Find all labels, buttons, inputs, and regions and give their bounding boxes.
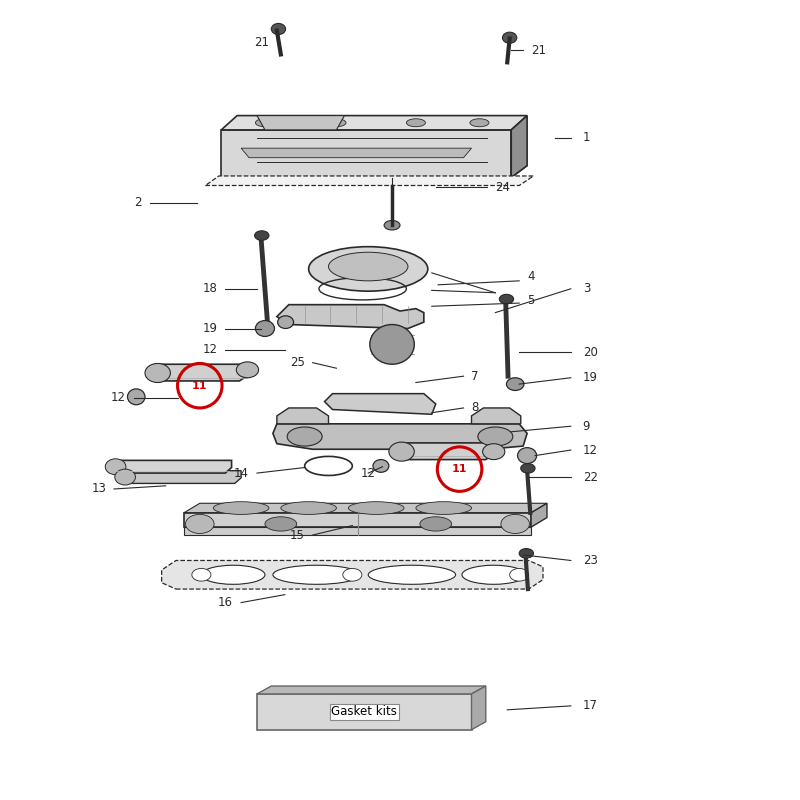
Ellipse shape xyxy=(202,566,265,584)
Ellipse shape xyxy=(106,458,126,474)
Text: 5: 5 xyxy=(527,294,534,307)
Ellipse shape xyxy=(521,463,535,473)
Ellipse shape xyxy=(192,569,211,581)
Ellipse shape xyxy=(281,502,337,514)
Ellipse shape xyxy=(214,502,269,514)
Polygon shape xyxy=(471,408,521,424)
Ellipse shape xyxy=(309,246,428,291)
Ellipse shape xyxy=(273,566,360,584)
Polygon shape xyxy=(184,513,531,527)
Text: 14: 14 xyxy=(234,466,249,479)
Text: 12: 12 xyxy=(582,443,598,457)
Ellipse shape xyxy=(127,389,145,405)
Text: 17: 17 xyxy=(582,699,598,712)
Polygon shape xyxy=(273,424,527,450)
Ellipse shape xyxy=(114,469,135,485)
Text: 16: 16 xyxy=(218,596,233,609)
Ellipse shape xyxy=(145,363,170,382)
Text: 19: 19 xyxy=(582,371,598,384)
Polygon shape xyxy=(146,364,249,381)
Ellipse shape xyxy=(478,427,513,446)
Polygon shape xyxy=(257,115,344,130)
Polygon shape xyxy=(241,148,471,158)
Text: 21: 21 xyxy=(254,36,269,49)
Text: 25: 25 xyxy=(290,356,305,369)
Polygon shape xyxy=(325,394,436,414)
Polygon shape xyxy=(257,694,471,730)
Ellipse shape xyxy=(327,118,346,126)
Ellipse shape xyxy=(368,566,456,584)
Ellipse shape xyxy=(416,502,471,514)
Polygon shape xyxy=(511,115,527,178)
Polygon shape xyxy=(277,408,329,424)
Text: 12: 12 xyxy=(111,391,126,404)
Text: 18: 18 xyxy=(202,282,218,295)
Text: 7: 7 xyxy=(471,370,479,382)
Ellipse shape xyxy=(510,569,529,581)
Polygon shape xyxy=(222,166,527,178)
Ellipse shape xyxy=(502,32,517,43)
Polygon shape xyxy=(117,470,241,483)
Text: 12: 12 xyxy=(360,466,375,479)
Text: 22: 22 xyxy=(582,470,598,483)
Polygon shape xyxy=(222,130,511,178)
Text: 12: 12 xyxy=(202,343,218,357)
Polygon shape xyxy=(206,176,534,186)
Text: 19: 19 xyxy=(202,322,218,335)
Text: 1: 1 xyxy=(582,131,590,144)
Text: 21: 21 xyxy=(531,44,546,57)
Polygon shape xyxy=(390,443,495,459)
Ellipse shape xyxy=(348,502,404,514)
Ellipse shape xyxy=(278,316,294,329)
Polygon shape xyxy=(277,305,424,329)
Ellipse shape xyxy=(506,378,524,390)
Ellipse shape xyxy=(373,459,389,472)
Polygon shape xyxy=(471,686,486,730)
Ellipse shape xyxy=(287,427,322,446)
Polygon shape xyxy=(184,503,547,513)
Polygon shape xyxy=(184,527,531,535)
Text: Gasket kits: Gasket kits xyxy=(331,706,397,718)
Ellipse shape xyxy=(255,321,274,337)
Ellipse shape xyxy=(255,118,274,126)
Polygon shape xyxy=(162,561,543,589)
Ellipse shape xyxy=(265,517,297,531)
Text: 23: 23 xyxy=(582,554,598,567)
Text: 13: 13 xyxy=(91,482,106,495)
Polygon shape xyxy=(108,460,231,473)
Ellipse shape xyxy=(254,230,269,240)
Text: 24: 24 xyxy=(495,181,510,194)
Polygon shape xyxy=(531,503,547,527)
Text: 15: 15 xyxy=(290,529,305,542)
Text: 9: 9 xyxy=(582,420,590,433)
Ellipse shape xyxy=(420,517,452,531)
Ellipse shape xyxy=(370,325,414,364)
Ellipse shape xyxy=(462,566,526,584)
Ellipse shape xyxy=(470,118,489,126)
Polygon shape xyxy=(222,115,527,130)
Ellipse shape xyxy=(501,514,530,534)
Ellipse shape xyxy=(342,569,362,581)
Ellipse shape xyxy=(329,252,408,281)
Ellipse shape xyxy=(499,294,514,304)
Polygon shape xyxy=(257,686,486,694)
Ellipse shape xyxy=(236,362,258,378)
Ellipse shape xyxy=(406,118,426,126)
Text: 3: 3 xyxy=(582,282,590,295)
Ellipse shape xyxy=(518,448,537,463)
Text: 8: 8 xyxy=(471,402,479,414)
Text: 4: 4 xyxy=(527,270,534,283)
Text: 2: 2 xyxy=(134,197,142,210)
Ellipse shape xyxy=(389,442,414,461)
Text: 20: 20 xyxy=(582,346,598,359)
Ellipse shape xyxy=(186,514,214,534)
Ellipse shape xyxy=(519,549,534,558)
Text: 11: 11 xyxy=(452,464,467,474)
Ellipse shape xyxy=(271,23,286,34)
Ellipse shape xyxy=(384,221,400,230)
Text: 11: 11 xyxy=(192,381,207,390)
Ellipse shape xyxy=(482,444,505,459)
